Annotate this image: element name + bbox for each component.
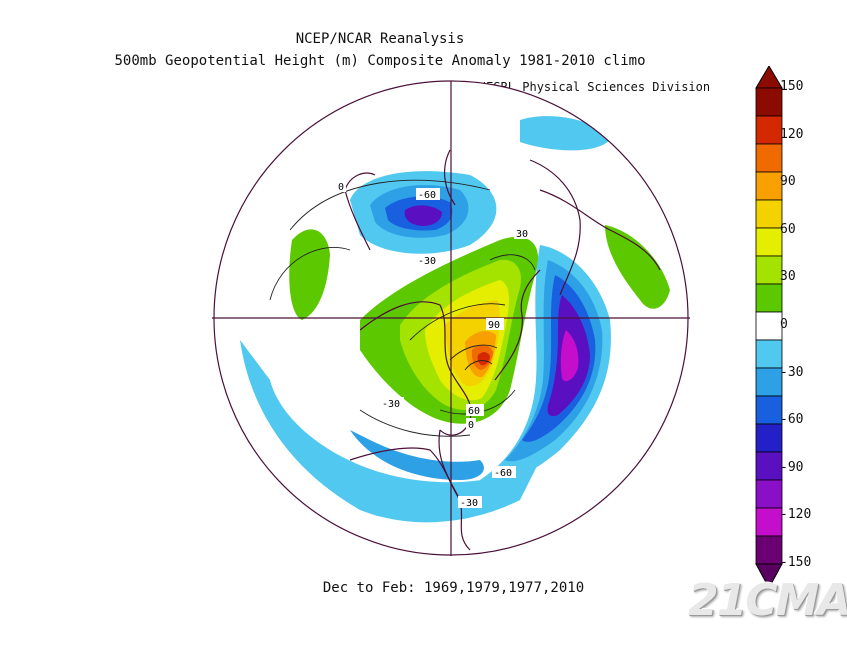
- contour-label: 0: [338, 182, 344, 193]
- colorbar-tick-label: 30: [780, 269, 796, 285]
- colorbar-swatch: [755, 423, 783, 453]
- negative-east-core: [560, 330, 579, 382]
- colorbar-swatch: [755, 535, 783, 565]
- colorbar-arrow-bottom: [755, 563, 783, 590]
- positive-lobe-west: [289, 229, 330, 320]
- colorbar-tick-label: -30: [780, 364, 804, 380]
- graticule: [212, 80, 690, 556]
- colorbar-tick-label: 120: [780, 126, 804, 142]
- contour-label: -60: [494, 468, 512, 479]
- colorbar-tick-label: -120: [780, 507, 812, 523]
- chart-title: NCEP/NCAR Reanalysis: [295, 31, 465, 47]
- contour-label: -30: [418, 256, 436, 267]
- period-label: Dec to Feb: 1969,1979,1977,2010: [322, 580, 585, 596]
- colorbar-swatch: [755, 507, 783, 537]
- colorbar-tick-label: 90: [780, 174, 796, 190]
- colorbar-tick-label: 0: [780, 317, 788, 332]
- colorbar-swatches: [755, 66, 783, 590]
- contour-label: 0: [468, 420, 474, 431]
- contour-label: 60: [468, 406, 480, 417]
- colorbar-swatch: [755, 115, 783, 145]
- contour-label: 30: [516, 229, 528, 240]
- negative-band-north: [520, 116, 610, 151]
- contour-label: -30: [460, 498, 478, 509]
- colorbar-swatch: [755, 171, 783, 201]
- watermark-logo: 21CMA: [688, 575, 847, 626]
- colorbar-swatch: [755, 451, 783, 481]
- colorbar-arrow-top: [755, 66, 783, 89]
- chart-subtitle: 500mb Geopotential Height (m) Composite …: [114, 53, 646, 69]
- colorbar-swatch: [755, 227, 783, 257]
- positive-max: [477, 352, 490, 366]
- colorbar-tick-label: 60: [780, 221, 796, 237]
- contour-label: -30: [382, 399, 400, 410]
- colorbar-swatch: [755, 311, 783, 341]
- negative-core-north: [404, 205, 442, 226]
- colorbar-swatch: [755, 283, 783, 313]
- colorbar-swatch: [755, 255, 783, 285]
- contour-label-group: 0 -60 -30 30 90 60 0 -30 -60 -30: [336, 180, 532, 509]
- contour-label: -60: [418, 190, 436, 201]
- colorbar-tick-label: -150: [780, 555, 812, 570]
- colorbar-swatch: [755, 199, 783, 229]
- polar-map: 0 -60 -30 30 90 60 0 -30 -60 -30: [212, 80, 690, 556]
- colorbar-swatch: [755, 395, 783, 425]
- colorbar: [755, 66, 783, 590]
- colorbar-swatch: [755, 339, 783, 369]
- colorbar-tick-label: 150: [780, 79, 804, 94]
- colorbar-swatch: [755, 143, 783, 173]
- anomaly-field: [214, 81, 688, 555]
- colorbar-tick-label: -90: [780, 459, 804, 475]
- colorbar-swatch: [755, 87, 783, 117]
- colorbar-swatch: [755, 367, 783, 397]
- positive-lobe-east: [605, 225, 670, 309]
- negative-band-outer: [240, 340, 540, 523]
- contour-label: 90: [488, 320, 500, 331]
- colorbar-tick-label: -60: [780, 412, 804, 428]
- colorbar-swatch: [755, 479, 783, 509]
